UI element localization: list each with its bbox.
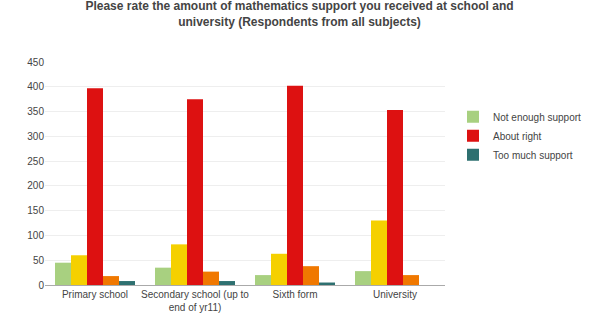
svg-text:Secondary school (up toend of: Secondary school (up toend of yr11) [141, 289, 249, 313]
svg-text:150: 150 [27, 205, 44, 216]
svg-text:100: 100 [27, 230, 44, 241]
svg-text:Please rate the amount of math: Please rate the amount of mathematics su… [85, 0, 513, 29]
svg-text:300: 300 [27, 131, 44, 142]
svg-text:400: 400 [27, 81, 44, 92]
svg-text:About right: About right [493, 131, 542, 142]
svg-text:Sixth form: Sixth form [272, 289, 317, 300]
svg-text:200: 200 [27, 180, 44, 191]
svg-text:450: 450 [27, 57, 44, 68]
svg-text:University: University [373, 289, 417, 300]
svg-text:Not enough support: Not enough support [493, 112, 581, 123]
svg-text:Primary school: Primary school [62, 289, 128, 300]
svg-text:Too much support: Too much support [493, 150, 573, 161]
svg-text:50: 50 [33, 255, 45, 266]
svg-text:250: 250 [27, 156, 44, 167]
svg-text:350: 350 [27, 106, 44, 117]
svg-text:0: 0 [38, 280, 44, 291]
